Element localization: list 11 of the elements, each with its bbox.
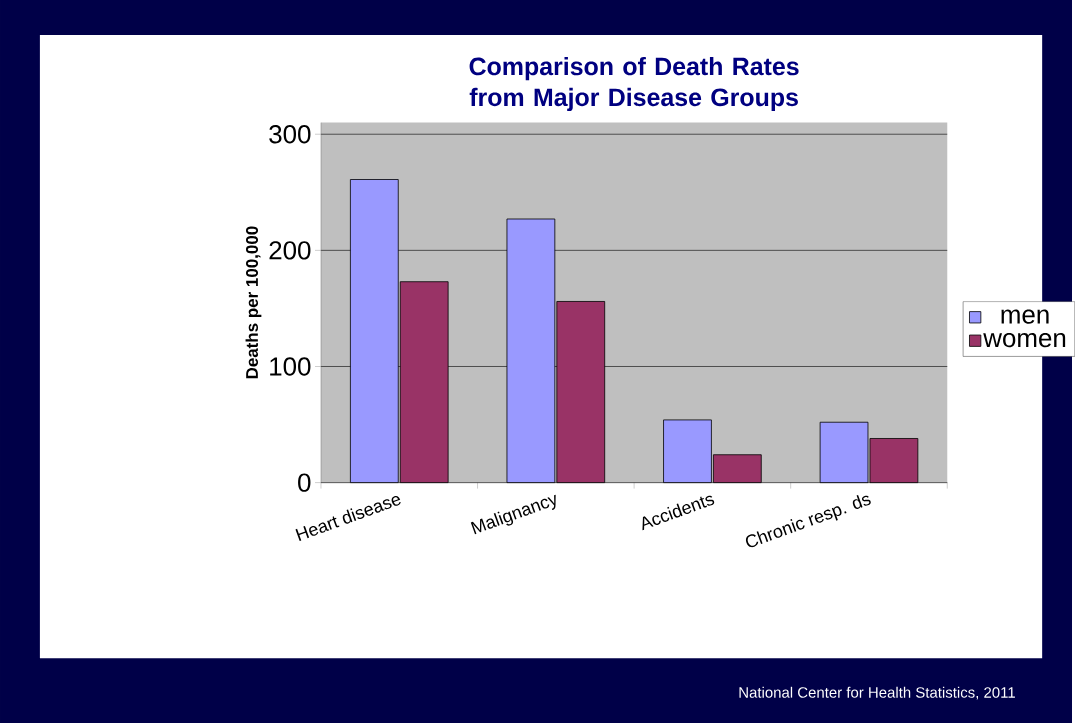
y-tick-label: 100 (270, 357, 311, 376)
y-tick-label: 0 (298, 473, 311, 492)
chart-title: Comparison of Death Rates from Major Disease Groups (469, 56, 799, 112)
y-tick-label: 200 (269, 241, 311, 260)
text: National Center for Health Statistics, 2011 (739, 686, 1015, 700)
legend-label: men (1001, 309, 1049, 324)
y-tick-label: 300 (269, 125, 311, 144)
y-axis-title: Deaths per 100,000 (245, 226, 262, 379)
x-tick-label: Heart disease (295, 495, 401, 542)
legend-label: women (983, 332, 1066, 348)
x-tick-label: Chronic resp. ds (745, 494, 871, 548)
